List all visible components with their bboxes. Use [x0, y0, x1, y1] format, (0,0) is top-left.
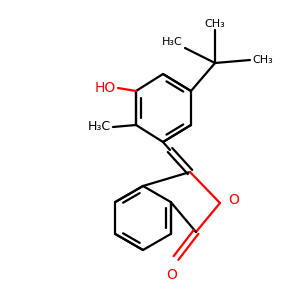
Text: CH₃: CH₃ [205, 19, 225, 29]
Text: CH₃: CH₃ [252, 55, 273, 65]
Text: HO: HO [95, 81, 116, 95]
Text: H₃C: H₃C [162, 37, 183, 47]
Text: H₃C: H₃C [88, 121, 111, 134]
Text: O: O [167, 268, 177, 282]
Text: O: O [228, 193, 239, 207]
